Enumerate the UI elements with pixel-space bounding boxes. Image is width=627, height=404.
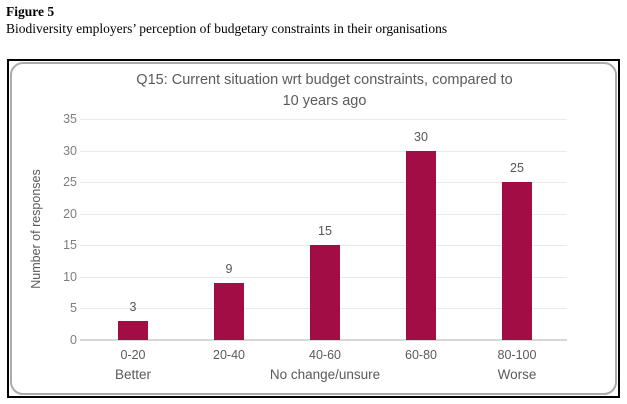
x-tick-label: 80-100 bbox=[497, 348, 537, 362]
y-gridline bbox=[80, 119, 567, 120]
bar-value-label: 3 bbox=[129, 300, 137, 315]
x-group-label: Better bbox=[114, 367, 152, 382]
x-group-label: Worse bbox=[497, 367, 537, 382]
bar-value-label: 9 bbox=[225, 262, 233, 277]
x-axis-line bbox=[80, 339, 567, 341]
figure-label: Figure 5 bbox=[6, 4, 55, 19]
bar bbox=[310, 245, 340, 340]
chart-title-line1: Q15: Current situation wrt budget constr… bbox=[136, 72, 513, 88]
figure-caption: Biodiversity employers’ perception of bu… bbox=[6, 21, 448, 36]
chart-title: Q15: Current situation wrt budget constr… bbox=[39, 70, 610, 111]
y-tick-label: 0 bbox=[70, 333, 77, 347]
y-tick-label: 10 bbox=[63, 269, 77, 284]
bar bbox=[118, 321, 148, 340]
x-tick-label: 20-40 bbox=[213, 348, 245, 362]
chart-title-line2: 10 years ago bbox=[282, 92, 367, 109]
y-gridline bbox=[80, 150, 567, 152]
y-tick-label: 35 bbox=[63, 112, 77, 126]
y-gridline bbox=[80, 213, 567, 215]
bar-value-label: 25 bbox=[510, 161, 524, 176]
x-tick-label: 40-60 bbox=[309, 348, 341, 362]
x-tick-label: 0-20 bbox=[120, 348, 146, 362]
bar bbox=[214, 283, 244, 340]
x-tick-label: 60-80 bbox=[405, 348, 437, 362]
y-gridline bbox=[80, 182, 567, 184]
bar bbox=[502, 182, 532, 340]
bar bbox=[406, 150, 436, 340]
y-tick-label: 5 bbox=[70, 301, 77, 316]
x-group-label: No change/unsure bbox=[269, 367, 381, 382]
bar-value-label: 30 bbox=[414, 129, 428, 144]
y-tick-label: 25 bbox=[63, 175, 77, 190]
y-tick-label: 15 bbox=[63, 238, 77, 253]
bar-value-label: 15 bbox=[318, 224, 332, 239]
y-tick-label: 30 bbox=[63, 143, 77, 158]
y-tick-label: 20 bbox=[63, 206, 77, 221]
chart-rounded-border bbox=[10, 62, 617, 395]
plot-area: 0 5 10 15 20 25 30 35 3 0-20 9 20-40 15 40-60 30 60-80 2… bbox=[9, 61, 618, 396]
chart-frame: Q15: Current situation wrt budget constr… bbox=[7, 59, 620, 398]
